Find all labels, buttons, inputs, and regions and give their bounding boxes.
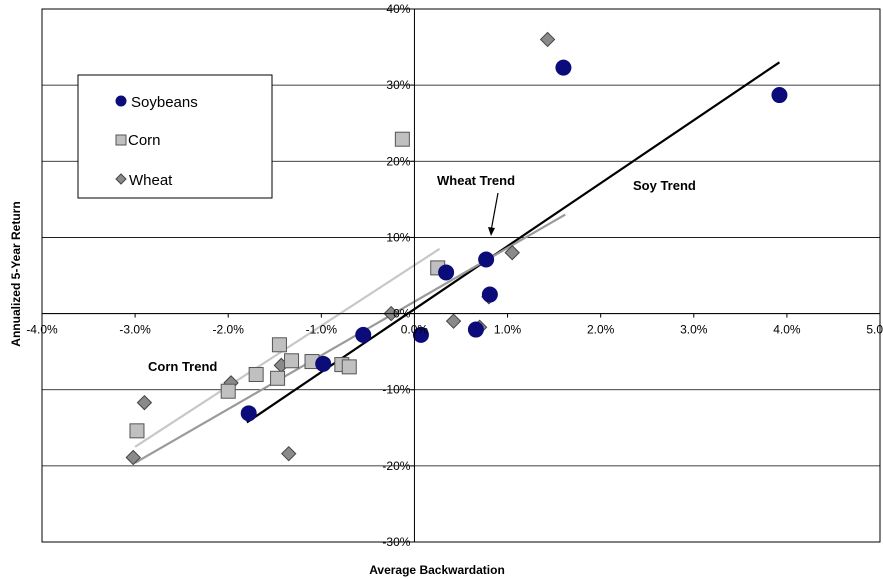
- x-axis-title: Average Backwardation: [369, 563, 505, 577]
- legend-wheat-icon: [115, 173, 127, 185]
- tick-labels: -30% -20% -10% 0% 10% 20% 30% 40% -4.0% -3.0% -2.0…: [26, 2, 883, 549]
- y-tick-label: 20%: [386, 154, 410, 168]
- y-tick-label: -30%: [382, 535, 410, 549]
- corn-point: [220, 383, 236, 399]
- x-tick-label: -2.0%: [213, 323, 245, 337]
- soybeans-point: [412, 326, 429, 343]
- wheat-point: [445, 313, 462, 329]
- legend-box: [77, 74, 273, 199]
- soybeans-point: [467, 321, 484, 338]
- x-tick-label: 4.0%: [773, 323, 801, 337]
- corn-trend-label: Corn Trend: [148, 359, 217, 374]
- corn-point: [129, 423, 145, 439]
- soybeans-point: [481, 286, 498, 303]
- corn-point: [341, 359, 357, 375]
- soybeans-point: [438, 264, 455, 281]
- y-tick-label: 0%: [393, 307, 411, 321]
- legend-corn-label: Corn: [128, 132, 161, 149]
- y-tick-label: -20%: [382, 459, 410, 473]
- corn-point: [271, 337, 287, 353]
- y-tick-label: 30%: [386, 78, 410, 92]
- corn-trend-line: [134, 247, 441, 448]
- axes: [41, 8, 881, 543]
- legend-soybeans-label: Soybeans: [131, 94, 198, 111]
- corn-point: [270, 370, 286, 386]
- wheat-point: [281, 445, 297, 462]
- y-tick-label: 10%: [386, 230, 410, 244]
- wheat-trend-arrowhead: [488, 227, 495, 236]
- x-tick-label: 5.0%: [866, 323, 883, 337]
- wheat-point: [504, 244, 520, 261]
- legend-corn-icon: [115, 134, 127, 146]
- x-tick-label: 1.0%: [494, 323, 522, 337]
- corn-point: [394, 131, 410, 147]
- soybeans-point: [555, 59, 572, 76]
- x-tick-label: -3.0%: [119, 323, 151, 337]
- wheat-point: [136, 394, 153, 411]
- legend-soybeans-icon: [115, 95, 127, 107]
- wheat-point: [125, 449, 141, 466]
- wheat-trend-arrow: [490, 192, 499, 232]
- wheat-point: [539, 31, 556, 48]
- wheat-trend-label: Wheat Trend: [437, 173, 515, 188]
- plot-frame-group: [41, 8, 881, 543]
- soybeans-point: [355, 326, 372, 343]
- legend: Soybeans Corn Wheat: [77, 74, 273, 199]
- legend-wheat-label: Wheat: [129, 172, 173, 189]
- plot-frame: [41, 8, 881, 543]
- y-tick-label: 40%: [386, 2, 410, 16]
- y-axis-title: Annualized 5-Year Return: [9, 201, 23, 346]
- soybeans-point: [771, 87, 788, 104]
- corn-point: [248, 366, 264, 382]
- y-tick-label: -10%: [382, 383, 410, 397]
- soybeans-point: [315, 355, 332, 372]
- wheat-trend-line: [134, 213, 566, 464]
- soybeans-point: [240, 405, 257, 422]
- corn-point: [284, 353, 300, 369]
- soy-trend-label: Soy Trend: [633, 178, 696, 193]
- x-tick-label: 0.0%: [401, 323, 429, 337]
- x-tick-label: 2.0%: [587, 323, 615, 337]
- x-tick-label: 3.0%: [680, 323, 708, 337]
- soybeans-point: [478, 251, 495, 268]
- x-tick-label: -1.0%: [306, 323, 338, 337]
- x-tick-label: -4.0%: [26, 323, 58, 337]
- markers: [125, 31, 788, 466]
